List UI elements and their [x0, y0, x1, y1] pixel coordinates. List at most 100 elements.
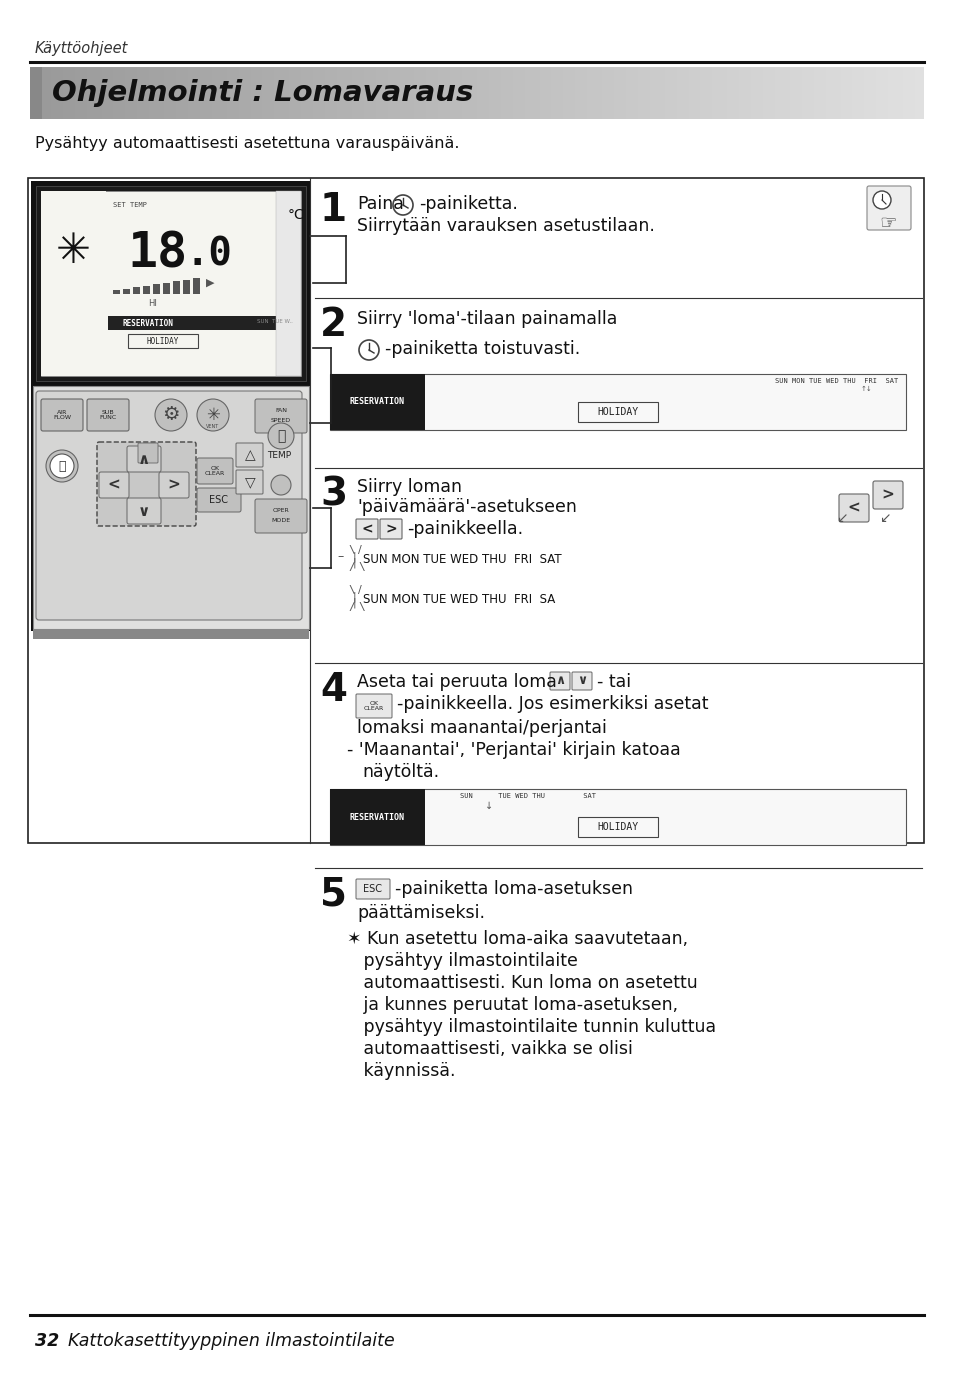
Bar: [834, 67, 837, 119]
Bar: [172, 67, 176, 119]
Text: /: /: [348, 602, 355, 612]
Bar: [614, 67, 617, 119]
FancyBboxPatch shape: [254, 399, 307, 433]
Bar: [911, 67, 915, 119]
Bar: [638, 67, 640, 119]
Bar: [42, 67, 46, 119]
Text: ESC: ESC: [363, 883, 382, 895]
FancyBboxPatch shape: [355, 879, 390, 899]
Bar: [129, 67, 132, 119]
Bar: [908, 67, 912, 119]
Text: HOLIDAY: HOLIDAY: [597, 822, 638, 832]
Bar: [33, 67, 36, 119]
Bar: [652, 67, 656, 119]
Bar: [253, 67, 256, 119]
Bar: [611, 67, 614, 119]
Text: /: /: [357, 545, 361, 554]
Bar: [837, 67, 841, 119]
Circle shape: [393, 195, 413, 216]
Bar: [342, 67, 346, 119]
FancyBboxPatch shape: [159, 472, 189, 498]
Bar: [116, 67, 120, 119]
Bar: [554, 67, 558, 119]
Bar: [762, 67, 766, 119]
Bar: [423, 67, 426, 119]
Text: ja kunnes peruutat loma-asetuksen,: ja kunnes peruutat loma-asetuksen,: [347, 995, 678, 1014]
Bar: [238, 67, 242, 119]
Bar: [274, 67, 277, 119]
Bar: [405, 67, 409, 119]
Text: automaattisesti. Kun loma on asetettu: automaattisesti. Kun loma on asetettu: [347, 974, 697, 993]
Bar: [667, 67, 671, 119]
Bar: [307, 67, 311, 119]
Bar: [593, 67, 596, 119]
Bar: [661, 67, 664, 119]
Bar: [346, 67, 349, 119]
Circle shape: [196, 399, 229, 431]
Bar: [688, 67, 691, 119]
Bar: [468, 67, 471, 119]
Bar: [373, 67, 375, 119]
Bar: [119, 67, 123, 119]
Bar: [69, 67, 72, 119]
Bar: [536, 67, 539, 119]
Bar: [587, 67, 590, 119]
Bar: [199, 67, 203, 119]
Bar: [887, 67, 891, 119]
FancyBboxPatch shape: [872, 482, 902, 510]
Bar: [917, 67, 921, 119]
Bar: [325, 67, 328, 119]
Bar: [557, 67, 560, 119]
Bar: [33, 386, 309, 629]
Text: <: <: [361, 522, 373, 536]
Text: - tai: - tai: [597, 673, 631, 692]
Bar: [185, 67, 189, 119]
Bar: [816, 67, 820, 119]
Circle shape: [872, 190, 890, 209]
Text: \: \: [357, 602, 364, 612]
Text: Siirrytään varauksen asetustilaan.: Siirrytään varauksen asetustilaan.: [356, 217, 654, 235]
Text: 1: 1: [319, 190, 347, 230]
Bar: [741, 67, 745, 119]
Bar: [137, 67, 141, 119]
Bar: [294, 67, 298, 119]
Bar: [387, 67, 391, 119]
Text: ↑↓: ↑↓: [861, 386, 872, 392]
Bar: [289, 67, 293, 119]
Text: -painiketta loma-asetuksen: -painiketta loma-asetuksen: [395, 881, 633, 897]
Bar: [283, 67, 287, 119]
Bar: [640, 67, 643, 119]
Bar: [750, 67, 754, 119]
Bar: [509, 67, 513, 119]
Text: OK
CLEAR: OK CLEAR: [205, 466, 225, 476]
Bar: [420, 67, 423, 119]
Bar: [845, 67, 849, 119]
Text: -painiketta toistuvasti.: -painiketta toistuvasti.: [385, 340, 579, 358]
Bar: [733, 67, 736, 119]
Bar: [590, 67, 593, 119]
Bar: [108, 316, 297, 330]
Text: <: <: [108, 477, 120, 493]
Bar: [179, 67, 182, 119]
Bar: [747, 67, 751, 119]
Bar: [334, 67, 337, 119]
Bar: [357, 67, 361, 119]
Bar: [720, 67, 724, 119]
Bar: [479, 67, 483, 119]
Bar: [482, 67, 486, 119]
Bar: [328, 67, 331, 119]
Bar: [659, 67, 661, 119]
Bar: [45, 67, 49, 119]
Bar: [471, 67, 474, 119]
Bar: [399, 67, 402, 119]
Bar: [108, 67, 111, 119]
Text: ▶: ▶: [206, 279, 214, 288]
Text: 18: 18: [128, 230, 188, 279]
Bar: [188, 67, 192, 119]
Text: - 'Maanantai', 'Perjantai' kirjain katoaa: - 'Maanantai', 'Perjantai' kirjain katoa…: [347, 741, 680, 759]
Bar: [125, 67, 129, 119]
Bar: [607, 67, 611, 119]
Bar: [191, 67, 194, 119]
FancyBboxPatch shape: [550, 672, 569, 690]
Bar: [649, 67, 653, 119]
